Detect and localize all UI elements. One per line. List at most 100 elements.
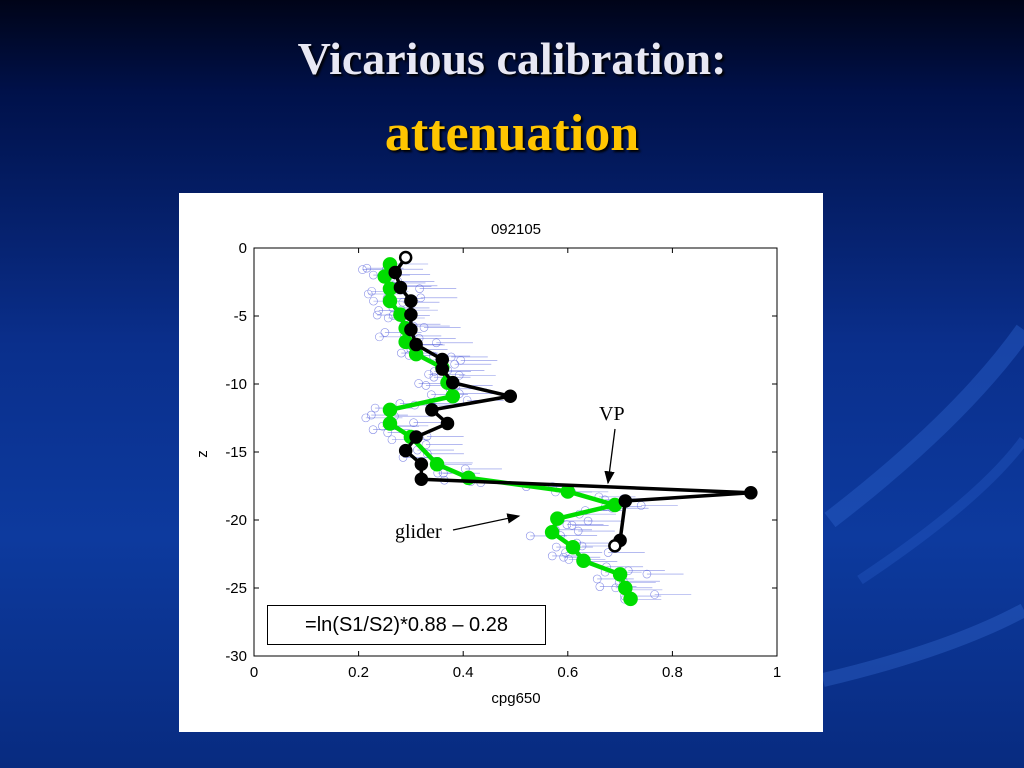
raw-sample-point — [387, 435, 397, 445]
vp-point — [503, 389, 518, 403]
raw-sample-point — [414, 379, 423, 388]
formula-box: =ln(S1/S2)*0.88 – 0.28 — [267, 605, 546, 645]
raw-sample-point — [423, 449, 432, 459]
slide-title: Vicarious calibration: — [297, 33, 727, 84]
raw-sample-point — [369, 296, 378, 306]
slide-subtitle: attenuation — [384, 105, 640, 162]
glider-series-line — [382, 263, 633, 600]
raw-sample-point — [573, 526, 583, 536]
y-tick-label: -20 — [225, 512, 247, 529]
vp-point — [409, 337, 423, 352]
glider-point — [560, 484, 576, 499]
x-tick-label: 0.6 — [557, 664, 578, 681]
series-lines — [377, 250, 758, 607]
vp-point — [440, 416, 455, 431]
vp-point — [425, 403, 439, 417]
x-axis-label: cpg650 — [491, 690, 540, 707]
raw-sample-point — [567, 520, 577, 530]
x-tick-label: 0.8 — [662, 664, 683, 681]
raw-sample-point — [366, 410, 376, 420]
vp-annotation: VP — [599, 403, 625, 425]
glider-arrow — [452, 513, 521, 531]
raw-sample-point — [432, 338, 441, 348]
raw-sample-point — [362, 263, 372, 273]
vp-point — [393, 280, 408, 295]
raw-sample-point — [421, 381, 431, 390]
vp-point — [404, 294, 418, 308]
glider-point — [612, 567, 628, 582]
raw-sample-point — [552, 542, 561, 552]
x-tick-label: 0 — [250, 664, 258, 681]
vp-point — [445, 375, 460, 390]
glider-point — [382, 416, 398, 431]
raw-sample-point — [454, 371, 464, 380]
raw-sample-point — [372, 310, 382, 320]
raw-sample-point — [592, 574, 602, 584]
raw-sample-point — [642, 569, 652, 579]
y-tick-label: -5 — [234, 308, 247, 325]
glider-point — [576, 553, 591, 569]
raw-sample-point — [383, 313, 393, 323]
raw-sample-point — [380, 328, 390, 337]
x-tick-label: 0.2 — [348, 664, 369, 681]
raw-sample-point — [397, 348, 406, 358]
raw-sample-point — [564, 555, 574, 564]
glider-point — [550, 511, 565, 526]
annotation-arrows — [452, 428, 616, 531]
glider-point — [565, 539, 581, 555]
vp-point — [404, 322, 418, 337]
chart: 0 0.2 0.4 0.6 0.8 10-5-10-15-20-25-30 092105 … — [194, 221, 781, 707]
raw-sample-point — [525, 531, 535, 541]
y-tick-label: -10 — [225, 376, 247, 393]
raw-sample-point — [424, 369, 433, 379]
plot-axes: 0 0.2 0.4 0.6 0.8 1 0 -5 -10 -15 -20 -25 -30 — [225, 240, 781, 681]
glider-point — [623, 591, 638, 607]
raw-sample-point — [421, 440, 431, 450]
y-axis-label: z — [194, 450, 211, 458]
raw-sample-point — [358, 265, 367, 274]
raw-sample-point — [361, 413, 371, 423]
raw-sample-point — [409, 418, 418, 427]
chart-panel: 0 0.2 0.4 0.6 0.8 1 0 -5 -10 -15 -20 -25 -30 092105 … — [179, 193, 823, 732]
x-tick-label: 1 — [773, 664, 781, 681]
raw-sample-point — [369, 270, 378, 280]
glider-point — [429, 456, 445, 472]
raw-sample-point — [450, 359, 459, 369]
vp-point — [388, 265, 402, 280]
raw-sample-point — [368, 425, 378, 434]
plot-frame — [253, 247, 778, 657]
vp-point — [398, 443, 413, 458]
raw-sample-point — [547, 551, 557, 561]
vp-point — [414, 472, 429, 486]
raw-sample-point — [370, 403, 380, 413]
glider-point — [544, 524, 560, 540]
raw-sample-point — [367, 286, 377, 296]
y-tick-label: -15 — [225, 444, 247, 461]
vp-point — [409, 430, 423, 444]
raw-sample-point — [415, 284, 424, 293]
raw-sample-point — [374, 306, 383, 315]
raw-sample-point — [559, 552, 568, 562]
glider-point — [382, 402, 398, 418]
raw-sample-point — [429, 372, 439, 382]
x-tick-label: 0.4 — [453, 664, 474, 681]
raw-sample-point — [650, 590, 659, 599]
chart-title: 092105 — [491, 221, 541, 238]
vp-point — [398, 250, 413, 265]
raw-sample-point — [363, 289, 373, 299]
raw-sample-point — [375, 332, 384, 342]
vp-point — [744, 486, 758, 500]
vp-point — [414, 457, 429, 471]
glider-point — [445, 388, 460, 404]
raw-sample-point — [595, 582, 605, 591]
y-tick-label: 0 — [239, 240, 247, 257]
glider-annotation: glider — [395, 521, 442, 543]
y-tick-label: -25 — [225, 580, 247, 597]
vp-point — [618, 494, 633, 508]
vp-point — [435, 362, 450, 376]
glider-point — [382, 293, 398, 309]
vp-point — [404, 307, 418, 322]
vp-arrow — [604, 428, 616, 485]
vp-point — [608, 539, 622, 553]
raw-sample-point — [419, 323, 429, 332]
